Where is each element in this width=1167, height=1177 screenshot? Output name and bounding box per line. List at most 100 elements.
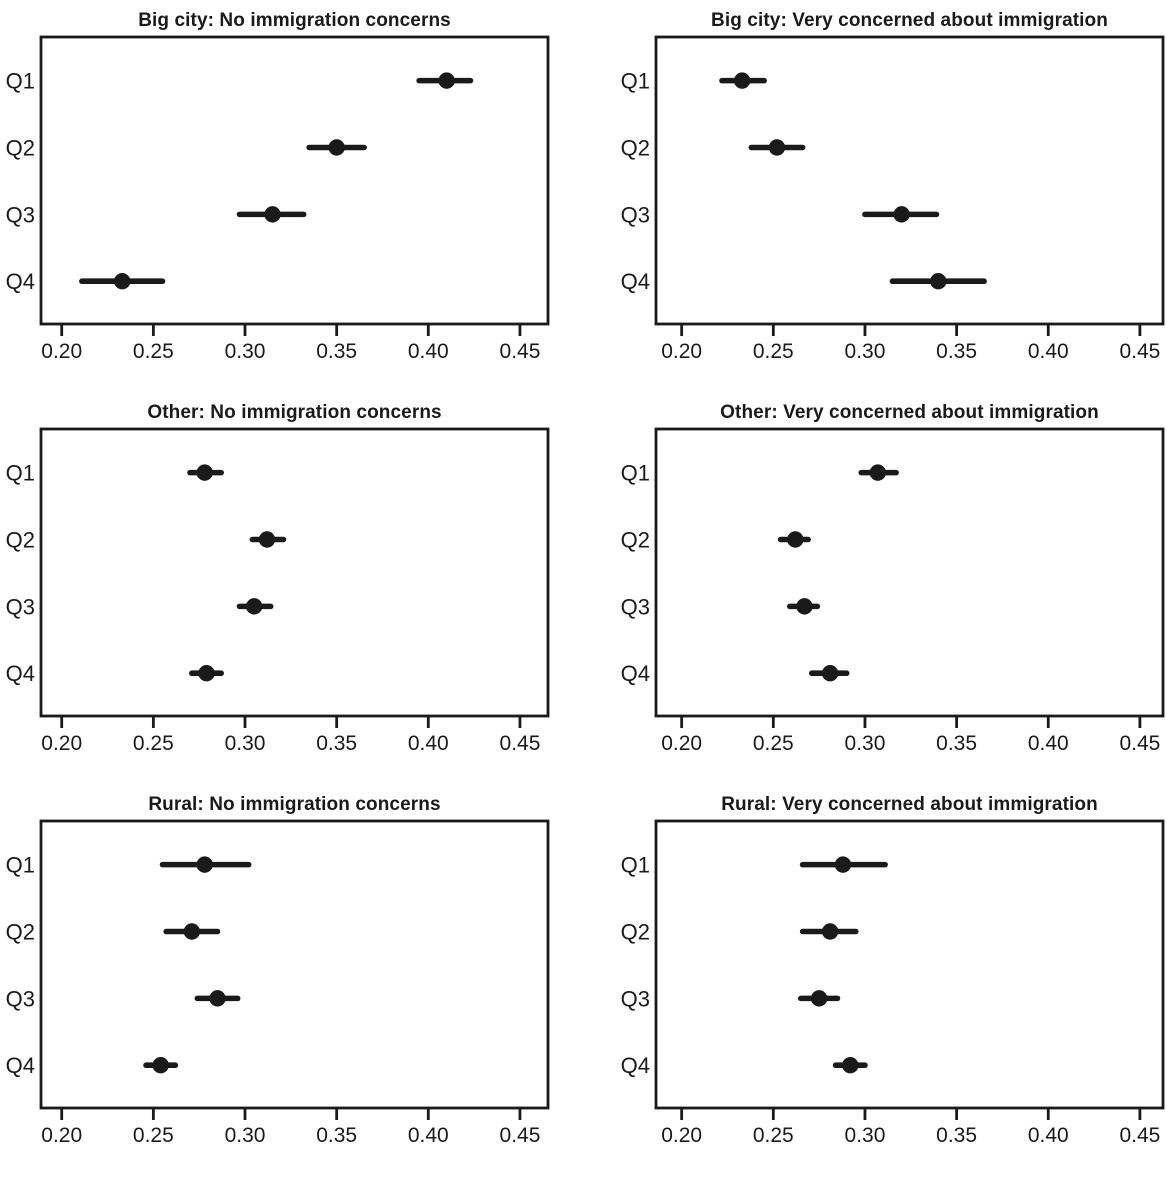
- point-marker: [733, 72, 751, 89]
- y-category-label: Q3: [6, 986, 35, 1011]
- x-tick-label: 0.20: [41, 340, 82, 363]
- point-marker: [209, 990, 226, 1007]
- dot-whisker-plot: 0.20 0.25 0.30 0.35 0.40 0.45 Q1 Q2 Q3 Q4: [6, 35, 550, 363]
- plot-box: [39, 819, 550, 1110]
- y-category-label: Q2: [621, 527, 650, 552]
- panel-bigcity-no-concerns: Big city: No immigration concerns 0.20 0.…: [0, 0, 583, 392]
- panel-title: Rural: Very concerned about immigration: [721, 794, 1098, 815]
- point-marker: [869, 464, 886, 481]
- plot-box: [39, 427, 550, 718]
- panel-title: Big city: Very concerned about immigrati…: [711, 10, 1108, 31]
- point-marker: [930, 273, 947, 290]
- x-tick-label: 0.25: [133, 1124, 174, 1147]
- point-marker: [821, 665, 839, 682]
- y-category-label: Q3: [6, 202, 35, 227]
- x-tick-label: 0.40: [1028, 732, 1069, 755]
- y-category-label: Q2: [621, 135, 650, 160]
- x-tick-label: 0.25: [753, 1124, 794, 1147]
- point-marker: [183, 923, 201, 940]
- y-category-label: Q1: [6, 461, 35, 486]
- panel-title: Rural: No immigration concerns: [148, 794, 441, 815]
- x-tick-label: 0.30: [845, 732, 886, 755]
- x-tick-label: 0.35: [316, 340, 357, 363]
- x-tick-label: 0.45: [1119, 340, 1160, 363]
- x-tick-label: 0.30: [845, 1124, 886, 1147]
- x-tick-label: 0.40: [408, 1124, 449, 1147]
- x-tick-label: 0.30: [225, 1124, 266, 1147]
- x-tick-label: 0.25: [753, 732, 794, 755]
- x-tick-label: 0.40: [1028, 1124, 1069, 1147]
- y-category-label: Q3: [621, 594, 650, 619]
- x-tick-label: 0.30: [225, 340, 266, 363]
- plot-box: [654, 819, 1165, 1110]
- panel-other-no-concerns: Other: No immigration concerns 0.20 0.25 0…: [0, 392, 583, 784]
- y-category-label: Q4: [621, 269, 650, 294]
- y-category-label: Q4: [621, 1053, 650, 1078]
- x-tick-label: 0.35: [936, 1124, 977, 1147]
- x-tick-label: 0.45: [500, 1124, 541, 1147]
- y-category-label: Q1: [621, 461, 650, 486]
- y-category-label: Q3: [6, 594, 35, 619]
- point-marker: [796, 598, 813, 615]
- point-marker: [258, 531, 276, 548]
- x-tick-label: 0.35: [316, 1124, 357, 1147]
- x-tick-label: 0.35: [936, 340, 977, 363]
- x-tick-label: 0.30: [225, 732, 266, 755]
- point-marker: [438, 72, 455, 89]
- panel-title: Other: No immigration concerns: [147, 402, 442, 423]
- x-tick-label: 0.40: [408, 732, 449, 755]
- x-tick-label: 0.45: [500, 732, 541, 755]
- point-marker: [198, 665, 215, 682]
- point-marker: [196, 464, 213, 481]
- x-tick-label: 0.45: [1119, 1124, 1160, 1147]
- y-category-label: Q3: [621, 202, 650, 227]
- x-tick-label: 0.35: [936, 732, 977, 755]
- y-category-label: Q4: [621, 661, 650, 686]
- point-marker: [114, 273, 131, 290]
- x-tick-label: 0.30: [845, 340, 886, 363]
- x-tick-label: 0.25: [753, 340, 794, 363]
- x-tick-label: 0.45: [500, 340, 541, 363]
- panel-other-very-concerned: Other: Very concerned about immigration …: [583, 392, 1167, 784]
- x-tick-label: 0.25: [133, 340, 174, 363]
- x-tick-label: 0.35: [316, 732, 357, 755]
- y-category-label: Q4: [6, 269, 35, 294]
- point-marker: [834, 856, 852, 873]
- plot-box: [654, 35, 1165, 326]
- point-marker: [328, 139, 345, 156]
- point-marker: [196, 856, 213, 873]
- x-tick-label: 0.25: [133, 732, 174, 755]
- y-category-label: Q3: [621, 986, 650, 1011]
- y-category-label: Q1: [6, 853, 35, 878]
- y-category-label: Q1: [621, 69, 650, 94]
- point-marker: [264, 206, 281, 223]
- x-tick-label: 0.45: [1119, 732, 1160, 755]
- point-marker: [810, 990, 828, 1007]
- x-tick-label: 0.20: [661, 1124, 702, 1147]
- point-marker: [245, 598, 263, 615]
- dot-whisker-plot: 0.20 0.25 0.30 0.35 0.40 0.45 Q1 Q2 Q3 Q4: [621, 427, 1165, 755]
- panel-title: Other: Very concerned about immigration: [720, 402, 1099, 423]
- dot-whisker-plot: 0.20 0.25 0.30 0.35 0.40 0.45 Q1 Q2 Q3 Q4: [6, 819, 550, 1147]
- y-category-label: Q1: [6, 69, 35, 94]
- panel-title: Big city: No immigration concerns: [138, 10, 451, 31]
- point-marker: [821, 923, 839, 940]
- point-marker: [152, 1057, 169, 1074]
- y-category-label: Q2: [6, 919, 35, 944]
- x-tick-label: 0.40: [1028, 340, 1069, 363]
- dot-whisker-plot: 0.20 0.25 0.30 0.35 0.40 0.45 Q1 Q2 Q3 Q4: [6, 427, 550, 755]
- x-tick-label: 0.20: [41, 1124, 82, 1147]
- dot-whisker-plot: 0.20 0.25 0.30 0.35 0.40 0.45 Q1 Q2 Q3 Q4: [621, 819, 1165, 1147]
- y-category-label: Q2: [621, 919, 650, 944]
- dot-whisker-plot: 0.20 0.25 0.30 0.35 0.40 0.45 Q1 Q2 Q3 Q4: [621, 35, 1165, 363]
- panel-rural-no-concerns: Rural: No immigration concerns 0.20 0.25 0…: [0, 784, 583, 1177]
- x-tick-label: 0.20: [661, 732, 702, 755]
- y-category-label: Q2: [6, 135, 35, 160]
- point-marker: [768, 139, 786, 156]
- y-category-label: Q4: [6, 1053, 35, 1078]
- x-tick-label: 0.20: [661, 340, 702, 363]
- plot-box: [39, 35, 550, 326]
- point-marker: [787, 531, 804, 548]
- y-category-label: Q1: [621, 853, 650, 878]
